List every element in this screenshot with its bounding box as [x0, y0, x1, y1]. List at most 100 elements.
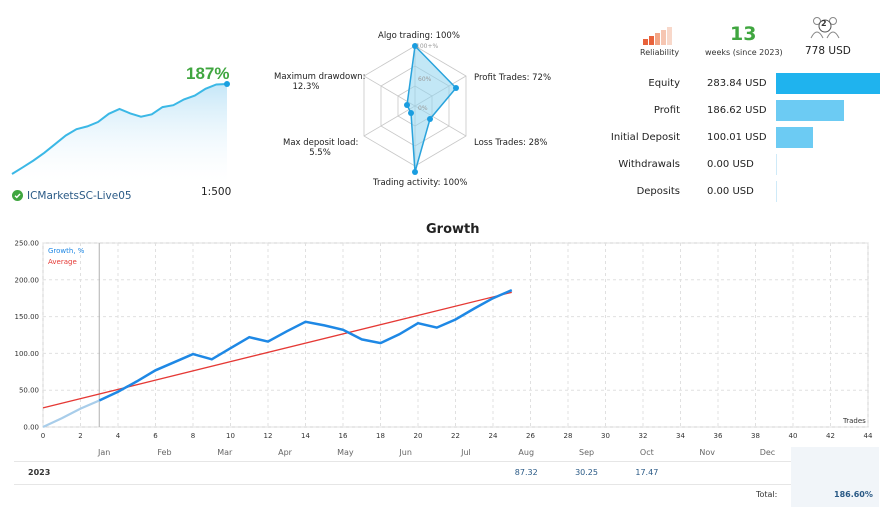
growth-line: [98, 288, 513, 402]
total-label: Total:: [756, 490, 778, 499]
mini-area-fill: [12, 84, 227, 182]
radar-loss-label: Loss Trades: 28%: [474, 138, 548, 148]
reliability-bars-icon: [643, 27, 679, 49]
stat-value: 0.00 USD: [707, 186, 754, 197]
radar-chart: [363, 43, 467, 175]
y-tick-label: 250.00: [15, 240, 40, 248]
x-tick-label: 20: [414, 432, 423, 440]
x-tick-label: 18: [376, 432, 385, 440]
radar-profit-label: Profit Trades: 72%: [474, 73, 552, 83]
subscribers-value: 778 USD: [805, 45, 851, 57]
x-tick-label: 24: [489, 432, 498, 440]
radar-deposit-load-label: Max deposit load: 5.5%: [283, 138, 359, 158]
y-tick-label: 50.00: [19, 387, 39, 395]
radar-scale-100: 100+%: [416, 43, 439, 50]
stat-row-withdrawals: Withdrawals 0.00 USD: [600, 154, 890, 176]
x-tick-label: 42: [826, 432, 835, 440]
radar-scale-60: 60%: [418, 76, 432, 83]
x-tick-label: 30: [601, 432, 610, 440]
month-header-jul: Jul: [461, 448, 471, 457]
stat-bar: [776, 127, 813, 148]
x-tick-label: 36: [714, 432, 723, 440]
x-tick-label: 26: [526, 432, 535, 440]
growth-line-pre-signal: [42, 399, 100, 428]
mini-end-dot: [224, 81, 230, 87]
mini-growth-line: [11, 83, 228, 175]
x-tick-label: 6: [153, 432, 158, 440]
month-header-sep: Sep: [579, 448, 595, 457]
x-tick-label: 2: [78, 432, 82, 440]
stat-row-initial-deposit: Initial Deposit 100.01 USD: [600, 127, 890, 149]
stat-label: Equity: [648, 78, 680, 89]
weeks-label: weeks (since 2023): [705, 48, 783, 57]
x-tick-label: 34: [676, 432, 685, 440]
x-tick-label: 44: [864, 432, 873, 440]
x-tick-label: 8: [191, 432, 195, 440]
y-tick-label: 200.00: [15, 276, 40, 284]
stat-bar: [776, 181, 777, 202]
x-axis-label: Trades: [843, 417, 866, 425]
x-tick-label: 28: [564, 432, 573, 440]
legend-average: Average: [48, 258, 77, 266]
growth-chart: 0 2 4 6 8 10 12 14 16 18 20 22 24 26 28 30 32 34 36 38 40 42 4…: [15, 240, 873, 441]
broker-row: ICMarketsSC-Live05: [12, 186, 132, 205]
stat-value: 0.00 USD: [707, 159, 754, 170]
stat-value: 100.01 USD: [707, 132, 767, 143]
radar-drawdown-label: Maximum drawdown: 12.3%: [274, 72, 366, 92]
month-header-aug: Aug: [518, 448, 535, 457]
y-tick-label: 100.00: [15, 350, 40, 358]
stat-label: Deposits: [636, 186, 680, 197]
growth-title: Growth: [426, 222, 480, 237]
leverage: 1:500: [201, 186, 232, 198]
stat-row-equity: Equity 283.84 USD: [600, 73, 890, 95]
x-tick-label: 16: [339, 432, 348, 440]
stat-bar: [776, 100, 845, 121]
stat-bar: [776, 73, 880, 94]
radar-activity-label: Trading activity: 100%: [373, 178, 468, 188]
x-tick-label: 0: [41, 432, 45, 440]
legend-growth: Growth, %: [48, 247, 85, 255]
month-header-mar: Mar: [217, 448, 233, 457]
verified-check-icon: [12, 186, 23, 205]
stat-bar: [776, 154, 777, 175]
month-header-dec: Dec: [759, 448, 776, 457]
x-tick-label: 12: [264, 432, 273, 440]
month-value-oct: 17.47: [635, 468, 659, 477]
month-header-feb: Feb: [157, 448, 172, 457]
month-header-may: May: [337, 448, 354, 457]
x-tick-label: 40: [789, 432, 798, 440]
stat-row-profit: Profit 186.62 USD: [600, 100, 890, 122]
total-value: 186.60%: [834, 490, 873, 499]
weeks-value: 13: [730, 23, 757, 45]
stat-label: Withdrawals: [618, 159, 680, 170]
x-tick-label: 22: [451, 432, 460, 440]
x-tick-label: 10: [226, 432, 235, 440]
month-header-jan: Jan: [97, 448, 111, 457]
growth-percent: 187%: [186, 64, 230, 83]
stat-row-deposits: Deposits 0.00 USD: [600, 181, 890, 203]
radar-algo-label: Algo trading: 100%: [378, 31, 460, 41]
month-header-jun: Jun: [399, 448, 412, 457]
radar-scale-0: 0%: [418, 105, 428, 112]
reliability-label: Reliability: [640, 48, 680, 57]
subscribers-icon: [810, 14, 840, 46]
x-tick-label: 4: [116, 432, 121, 440]
mini-growth-chart: [11, 81, 230, 182]
stat-value: 186.62 USD: [707, 105, 767, 116]
month-value-aug: 87.32: [514, 468, 538, 477]
broker-server-link[interactable]: ICMarketsSC-Live05: [27, 189, 132, 202]
x-tick-label: 32: [639, 432, 648, 440]
subscribers-count: 2: [821, 19, 827, 28]
month-header-oct: Oct: [639, 448, 654, 457]
x-tick-label: 38: [751, 432, 760, 440]
month-header-row: JanFebMarAprMayJunJulAugSepOctNovDecYTD: [14, 447, 879, 462]
y-tick-label: 150.00: [15, 313, 40, 321]
ytd-column-bg: [791, 447, 879, 507]
month-header-nov: Nov: [699, 448, 715, 457]
stat-label: Profit: [653, 105, 680, 116]
year-label: 2023: [28, 468, 51, 477]
monthly-table: JanFebMarAprMayJunJulAugSepOctNovDecYTD …: [14, 447, 879, 517]
x-tick-label: 14: [301, 432, 310, 440]
y-tick-label: 0.00: [23, 424, 39, 432]
